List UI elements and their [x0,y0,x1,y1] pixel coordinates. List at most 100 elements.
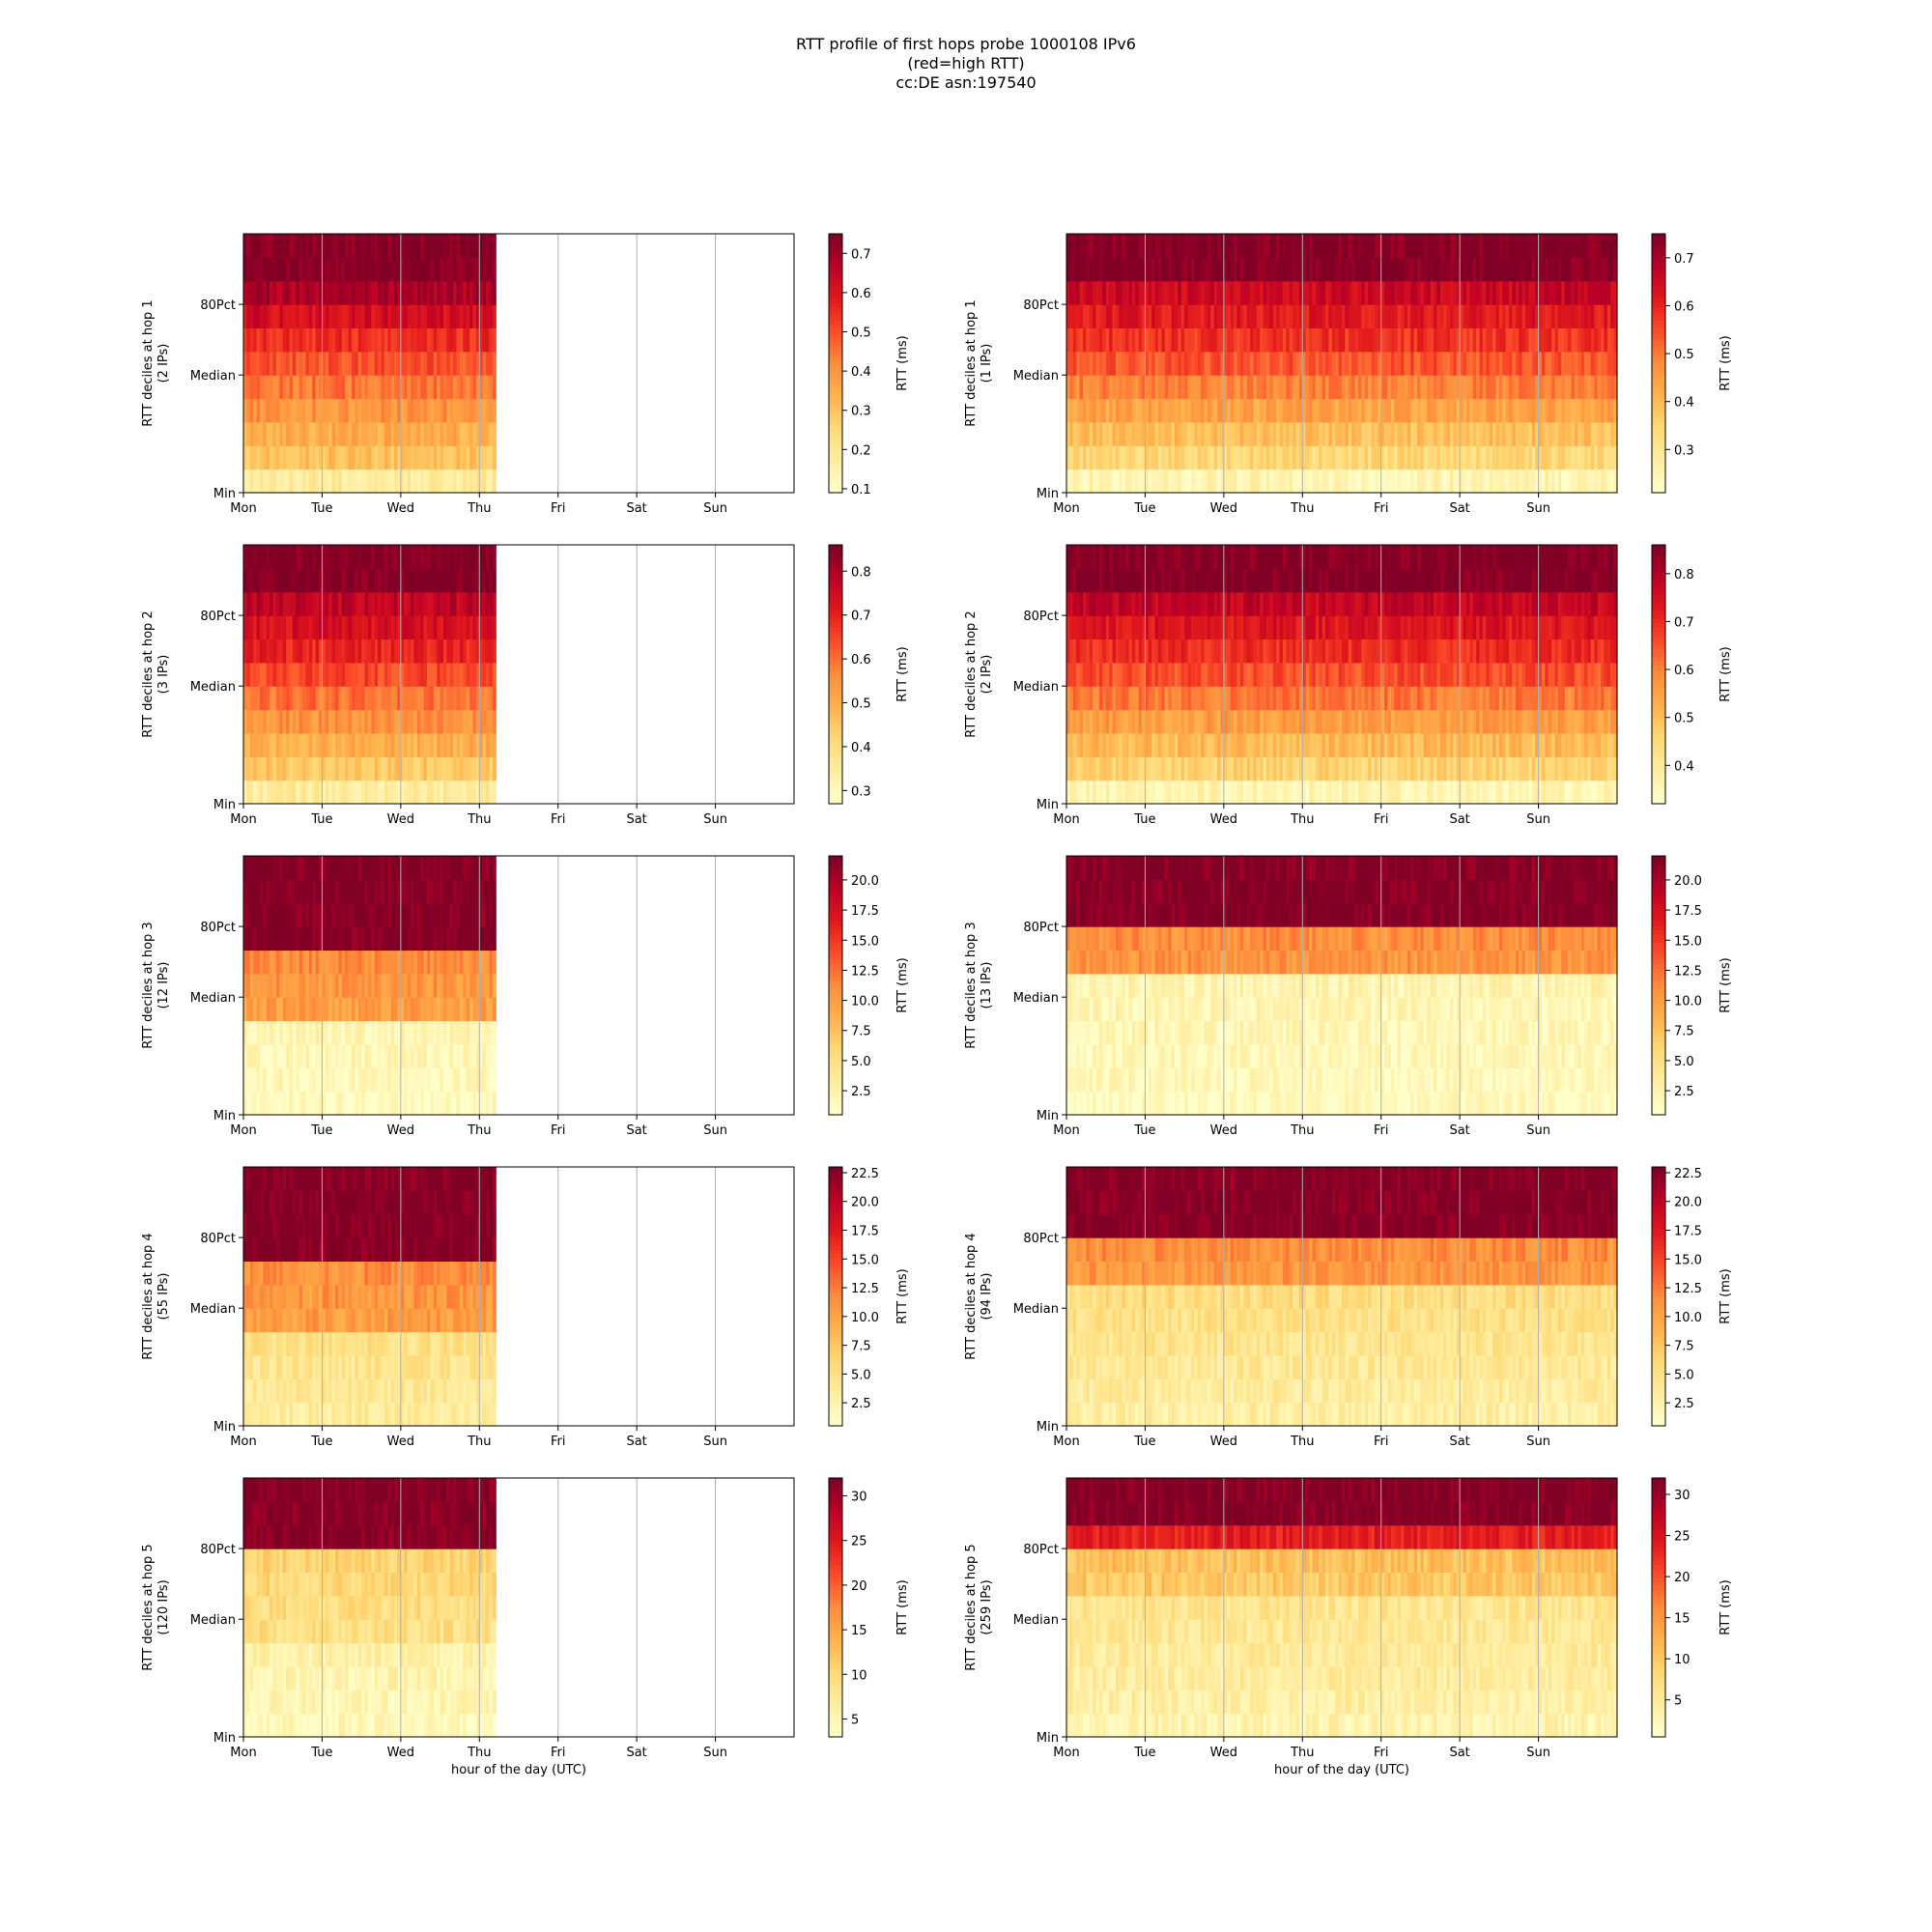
heatmap-cell [1223,686,1228,711]
heatmap-cell [459,615,464,640]
heatmap-cell [1387,662,1392,687]
heatmap-cell [1305,280,1310,305]
heatmap-cell [1423,327,1428,353]
heatmap-cell [1434,257,1437,282]
heatmap-cell [1154,545,1159,569]
heatmap-cell [1279,662,1284,687]
heatmap-cell [437,591,441,616]
heatmap-cell [1413,257,1418,282]
heatmap-cell [279,234,284,258]
heatmap-cell [1439,421,1444,446]
heatmap-cell [1180,662,1185,687]
heatmap-cell [489,780,494,805]
heatmap-cell [1590,421,1595,446]
heatmap-cell [1502,327,1507,353]
heatmap-cell [1354,615,1359,640]
colorbar-step [829,264,842,270]
heatmap-cell [384,469,388,494]
heatmap-cell [1138,568,1143,593]
heatmap-cell [453,545,458,569]
heatmap-cell [341,639,346,664]
heatmap-cell [1260,591,1264,616]
heatmap-cell [1234,445,1238,470]
heatmap-cell [1174,709,1179,734]
heatmap-cell [446,709,451,734]
heatmap-cell [1098,351,1103,376]
heatmap-cell [1230,421,1235,446]
heatmap-cell [1161,639,1166,664]
heatmap-cell [1554,469,1559,494]
heatmap-cell [1319,469,1323,494]
heatmap-cell [243,469,247,494]
heatmap-cell [325,639,329,664]
heatmap-cell [1276,327,1281,353]
heatmap-cell [384,327,388,353]
heatmap-cell [1239,469,1244,494]
heatmap-cell [1256,732,1261,757]
heatmap-cell [1069,398,1074,423]
heatmap-cell [1321,445,1326,470]
heatmap-cell [1380,780,1385,805]
heatmap-cell [345,662,350,687]
heatmap-cell [420,709,425,734]
heatmap-cell [1531,234,1536,258]
heatmap-cell [482,686,487,711]
heatmap-cell [1217,351,1222,376]
heatmap-cell [1171,639,1176,664]
heatmap-cell [1295,280,1300,305]
heatmap-cell [302,615,307,640]
heatmap-cell [345,732,350,757]
heatmap-cell [1476,375,1481,400]
heatmap-cell [328,234,333,258]
heatmap-cell [1492,351,1497,376]
heatmap-cell [1489,351,1493,376]
heatmap-cell [1390,421,1395,446]
heatmap-cell [292,591,297,616]
colorbar-step [1652,444,1665,450]
heatmap-cell [1492,421,1497,446]
heatmap-cell [1122,709,1126,734]
heatmap-cell [1112,545,1117,569]
heatmap-cell [1535,445,1540,470]
heatmap-cell [1095,639,1100,664]
heatmap-cell [1286,780,1291,805]
heatmap-cell [1223,351,1228,376]
colorbar-step [1652,341,1665,347]
heatmap-cell [1463,375,1467,400]
heatmap-cell [319,351,324,376]
heatmap-cell [1371,568,1376,593]
heatmap-cell [1269,421,1274,446]
heatmap-cell [253,756,258,781]
heatmap-cell [315,375,320,400]
heatmap-cell [374,234,379,258]
heatmap-cell [1174,591,1179,616]
heatmap-cell [1220,686,1225,711]
heatmap-cell [1168,732,1173,757]
heatmap-cell [305,469,310,494]
heatmap-cell [364,545,369,569]
heatmap-cell [1260,304,1264,329]
heatmap-cell [355,568,359,593]
heatmap-cell [1109,662,1114,687]
heatmap-cell [315,591,320,616]
heatmap-cell [411,445,415,470]
heatmap-cell [1509,327,1514,353]
heatmap-cell [319,568,324,593]
heatmap-cell [1089,662,1094,687]
heatmap-cell [364,421,369,446]
heatmap-cell [420,545,425,569]
heatmap-cell [338,780,343,805]
heatmap-cell [1551,398,1556,423]
heatmap-cell [489,662,494,687]
heatmap-cell [1256,375,1261,400]
heatmap-cell [413,780,418,805]
heatmap-cell [390,234,395,258]
heatmap-cell [289,662,294,687]
heatmap-cell [1148,615,1152,640]
heatmap-cell [1135,639,1140,664]
heatmap-cell [272,469,277,494]
heatmap-cell [394,375,399,400]
heatmap-cell [1443,469,1448,494]
heatmap-cell [472,545,477,569]
